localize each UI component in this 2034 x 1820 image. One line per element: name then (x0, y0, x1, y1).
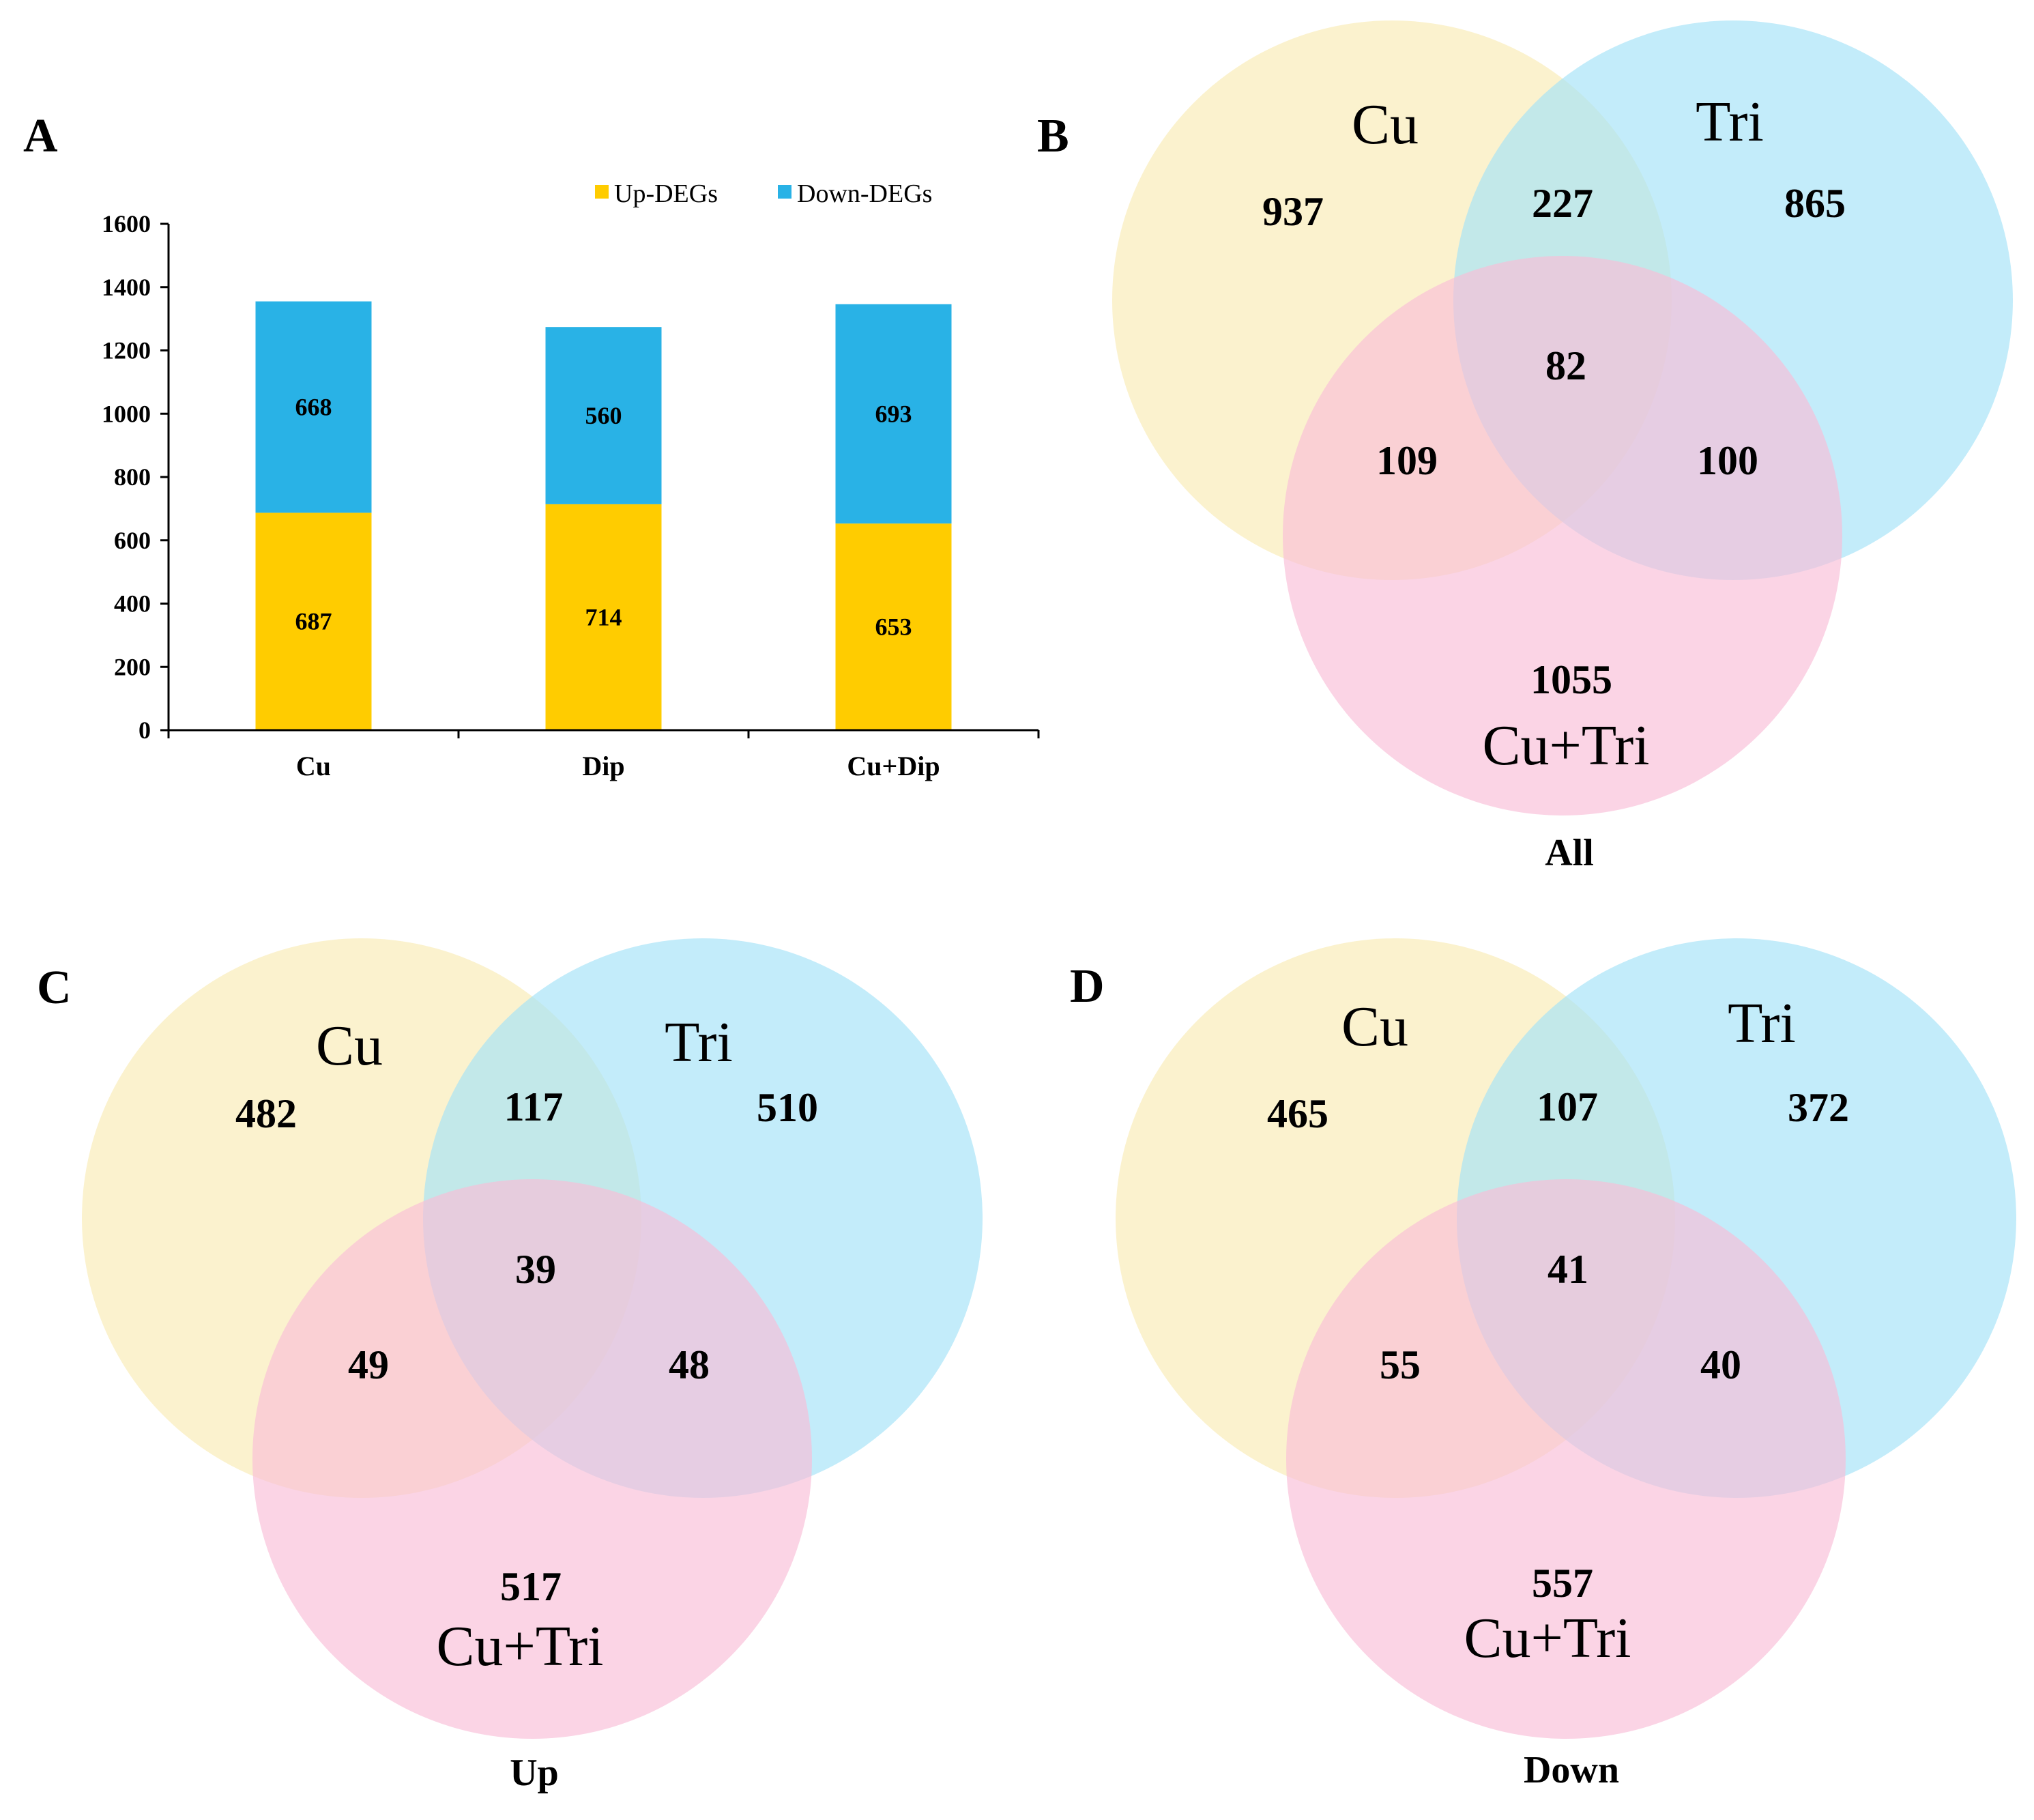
bar-up-2 (835, 523, 952, 730)
set-name-tri: Tri (665, 1011, 733, 1074)
set-name-cu: Cu (316, 1014, 383, 1078)
legend-swatch-down (778, 185, 791, 199)
bar-down-0 (255, 301, 372, 513)
set-name-cu-tri: Cu+Tri (1482, 714, 1649, 777)
y-ticks: 0 200 400 600 800 1000 1200 1400 1600 (102, 210, 169, 744)
circle-cu-tri (252, 1179, 812, 1739)
venn-caption: All (1545, 832, 1594, 874)
circle-cu-tri (1286, 1179, 1846, 1739)
region-count-all-three: 82 (1545, 343, 1586, 388)
bar-marks: 687 668 714 560 653 693 (255, 301, 952, 730)
bar-value-label: 653 (875, 613, 912, 641)
panel-d: D Cu Tri Cu+Tri 465 107 372 41 55 40 557 Down (1070, 938, 2016, 1791)
region-count-cutri-only: 557 (1532, 1561, 1593, 1606)
venn-caption: Up (510, 1752, 559, 1794)
region-count-cu-tri: 107 (1537, 1084, 1598, 1129)
y-tick-label: 800 (114, 463, 151, 491)
x-category-label: Cu+Dip (847, 751, 940, 781)
x-ticks: Cu Dip Cu+Dip (167, 730, 1040, 781)
region-count-cu-cutri: 55 (1380, 1342, 1421, 1387)
panel-a: A Up-DEGs Down-DEGs 687 668 714 560 653 693 0… (23, 110, 1040, 781)
panel-b: B Cu Tri Cu+Tri 937 227 865 82 109 100 1055 All (1037, 20, 2013, 874)
region-count-tri-only: 372 (1788, 1085, 1849, 1130)
circle-cu-tri (1283, 256, 1842, 815)
y-tick-label: 1400 (102, 274, 151, 301)
set-name-tri: Tri (1728, 992, 1796, 1055)
bar-down-1 (545, 327, 662, 504)
y-tick-label: 0 (139, 717, 151, 744)
set-name-tri: Tri (1696, 90, 1764, 154)
region-count-cu-cutri: 109 (1376, 438, 1438, 483)
region-count-cu-only: 465 (1267, 1091, 1328, 1136)
region-count-tri-cutri: 100 (1697, 438, 1758, 483)
x-category-label: Cu (296, 751, 331, 781)
set-name-cu: Cu (1352, 93, 1419, 156)
region-count-cu-tri: 117 (504, 1084, 564, 1129)
legend-label-up: Up-DEGs (614, 179, 718, 208)
panel-a-letter: A (23, 110, 58, 162)
region-count-cutri-only: 517 (500, 1564, 562, 1609)
y-tick-label: 200 (114, 653, 151, 680)
panel-c: C Cu Tri Cu+Tri 482 117 510 39 49 48 517 Up (37, 938, 983, 1794)
x-category-label: Dip (582, 751, 624, 781)
region-count-cu-only: 482 (235, 1091, 297, 1136)
region-count-cu-cutri: 49 (348, 1342, 389, 1387)
legend: Up-DEGs Down-DEGs (595, 179, 932, 208)
region-count-cu-only: 937 (1262, 189, 1324, 234)
set-name-cu-tri: Cu+Tri (436, 1615, 603, 1678)
region-count-cu-tri: 227 (1532, 181, 1593, 226)
y-tick-label: 600 (114, 527, 151, 554)
venn-caption: Down (1524, 1749, 1619, 1791)
region-count-tri-cutri: 40 (1700, 1342, 1741, 1387)
axes: 0 200 400 600 800 1000 1200 1400 1600 Cu Dip Cu+Di… (102, 210, 1040, 781)
legend-label-down: Down-DEGs (797, 179, 932, 208)
y-tick-label: 1200 (102, 337, 151, 364)
bar-value-label: 668 (295, 394, 332, 421)
y-tick-label: 1000 (102, 400, 151, 427)
legend-swatch-up (595, 185, 609, 199)
y-tick-label: 1600 (102, 210, 151, 237)
set-name-cu-tri: Cu+Tri (1464, 1606, 1631, 1670)
panel-letter: B (1037, 110, 1069, 162)
panel-letter: C (37, 962, 72, 1014)
set-name-cu: Cu (1341, 995, 1408, 1058)
region-count-cutri-only: 1055 (1530, 657, 1612, 702)
bar-up-1 (545, 504, 662, 730)
region-count-tri-only: 865 (1784, 181, 1846, 226)
bar-value-label: 693 (875, 400, 912, 427)
bar-up-0 (255, 512, 372, 730)
bar-value-label: 714 (585, 603, 622, 631)
bar-value-label: 560 (585, 402, 622, 429)
panel-letter: D (1070, 960, 1105, 1013)
bar-down-2 (835, 304, 952, 524)
region-count-tri-only: 510 (757, 1085, 818, 1130)
bar-value-label: 687 (295, 608, 332, 635)
region-count-tri-cutri: 48 (669, 1342, 710, 1387)
y-tick-label: 400 (114, 590, 151, 618)
region-count-all-three: 39 (515, 1247, 556, 1292)
region-count-all-three: 41 (1548, 1247, 1588, 1292)
